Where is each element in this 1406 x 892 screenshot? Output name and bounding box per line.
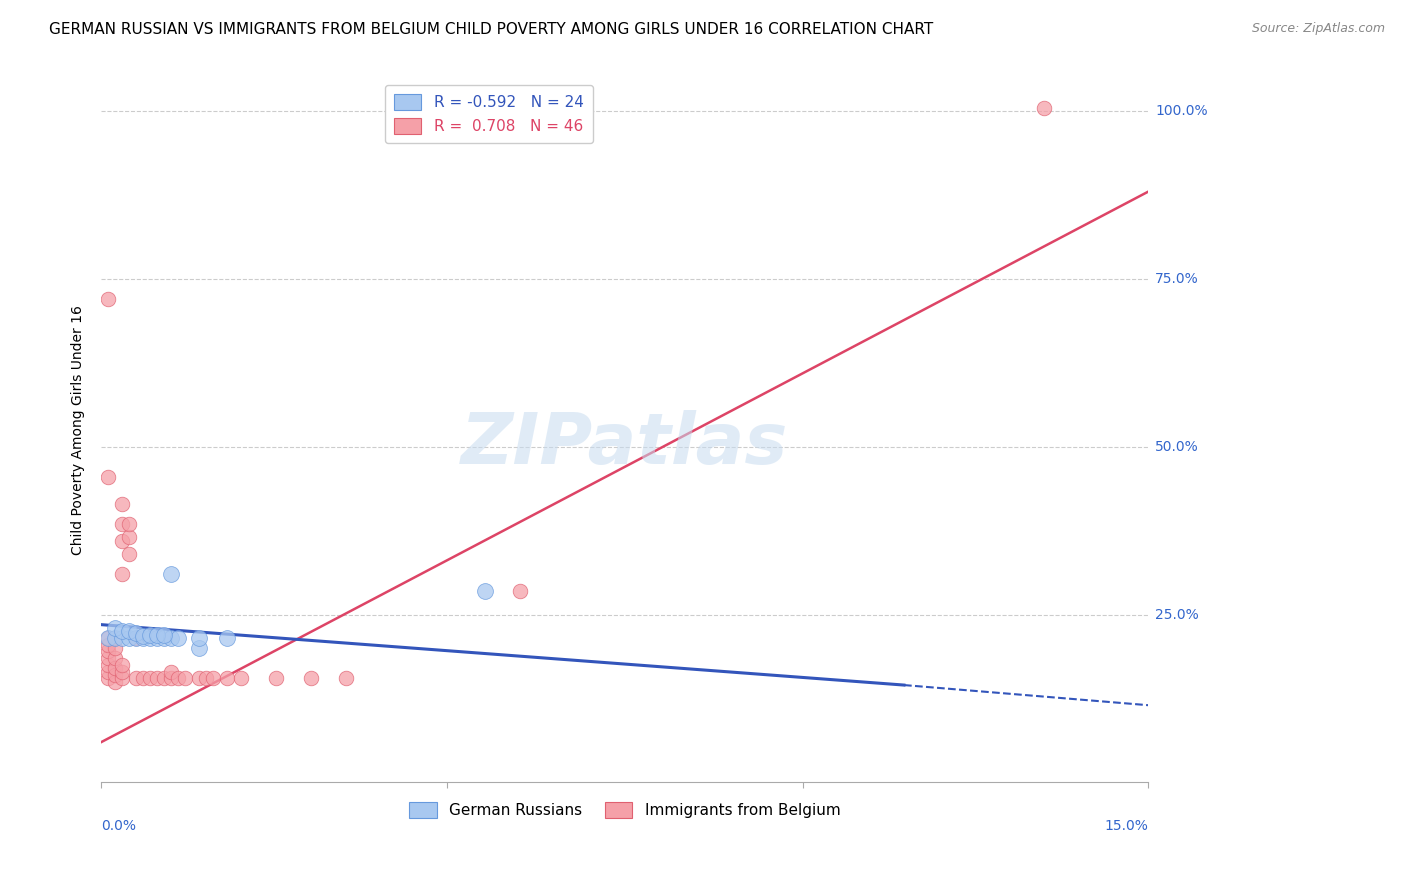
Point xyxy=(118,547,141,561)
Text: ZIPatlas: ZIPatlas xyxy=(461,409,789,478)
Point xyxy=(104,651,127,665)
Point xyxy=(1032,101,1054,115)
Text: 100.0%: 100.0% xyxy=(1156,104,1208,118)
Point xyxy=(153,671,176,685)
Point xyxy=(111,665,134,679)
Point xyxy=(118,530,141,544)
Point xyxy=(111,567,134,582)
Point xyxy=(111,671,134,685)
Point xyxy=(125,631,148,645)
Point xyxy=(264,671,287,685)
Point xyxy=(215,671,238,685)
Text: 75.0%: 75.0% xyxy=(1156,272,1199,285)
Point xyxy=(160,665,183,679)
Text: 25.0%: 25.0% xyxy=(1156,607,1199,622)
Point xyxy=(111,516,134,531)
Point xyxy=(335,671,357,685)
Point xyxy=(111,533,134,548)
Text: 50.0%: 50.0% xyxy=(1156,440,1199,454)
Point xyxy=(97,631,120,645)
Text: Source: ZipAtlas.com: Source: ZipAtlas.com xyxy=(1251,22,1385,36)
Point xyxy=(187,641,209,656)
Point xyxy=(111,497,134,511)
Point xyxy=(104,631,127,645)
Point xyxy=(187,671,209,685)
Point xyxy=(146,671,169,685)
Point xyxy=(97,292,120,306)
Point xyxy=(97,631,120,645)
Point xyxy=(118,631,141,645)
Point xyxy=(160,671,183,685)
Point xyxy=(111,624,134,639)
Point xyxy=(215,631,238,645)
Point xyxy=(118,516,141,531)
Point xyxy=(160,567,183,582)
Point xyxy=(201,671,224,685)
Point xyxy=(97,644,120,658)
Legend: German Russians, Immigrants from Belgium: German Russians, Immigrants from Belgium xyxy=(404,796,846,824)
Point xyxy=(132,671,155,685)
Point xyxy=(174,671,197,685)
Point xyxy=(97,470,120,484)
Point xyxy=(146,631,169,645)
Point xyxy=(132,629,155,643)
Point xyxy=(146,628,169,642)
Text: 15.0%: 15.0% xyxy=(1105,820,1149,833)
Point xyxy=(97,651,120,665)
Point xyxy=(111,657,134,672)
Point xyxy=(153,631,176,645)
Point xyxy=(167,631,190,645)
Point xyxy=(160,631,183,645)
Point xyxy=(139,631,162,645)
Point xyxy=(139,671,162,685)
Point xyxy=(187,631,209,645)
Point xyxy=(474,584,496,599)
Point xyxy=(104,621,127,635)
Point xyxy=(167,671,190,685)
Point xyxy=(104,674,127,689)
Point xyxy=(125,671,148,685)
Point xyxy=(97,657,120,672)
Point xyxy=(104,668,127,682)
Point xyxy=(111,631,134,645)
Point xyxy=(194,671,217,685)
Point xyxy=(125,631,148,645)
Point xyxy=(139,628,162,642)
Point xyxy=(97,665,120,679)
Point xyxy=(125,626,148,640)
Point xyxy=(509,584,531,599)
Text: 0.0%: 0.0% xyxy=(101,820,136,833)
Point xyxy=(229,671,252,685)
Point xyxy=(299,671,322,685)
Point xyxy=(132,631,155,645)
Y-axis label: Child Poverty Among Girls Under 16: Child Poverty Among Girls Under 16 xyxy=(72,305,86,555)
Point xyxy=(104,641,127,656)
Point xyxy=(97,671,120,685)
Point xyxy=(104,631,127,645)
Point xyxy=(104,661,127,675)
Point xyxy=(153,628,176,642)
Text: GERMAN RUSSIAN VS IMMIGRANTS FROM BELGIUM CHILD POVERTY AMONG GIRLS UNDER 16 COR: GERMAN RUSSIAN VS IMMIGRANTS FROM BELGIU… xyxy=(49,22,934,37)
Point xyxy=(97,638,120,652)
Point xyxy=(118,624,141,639)
